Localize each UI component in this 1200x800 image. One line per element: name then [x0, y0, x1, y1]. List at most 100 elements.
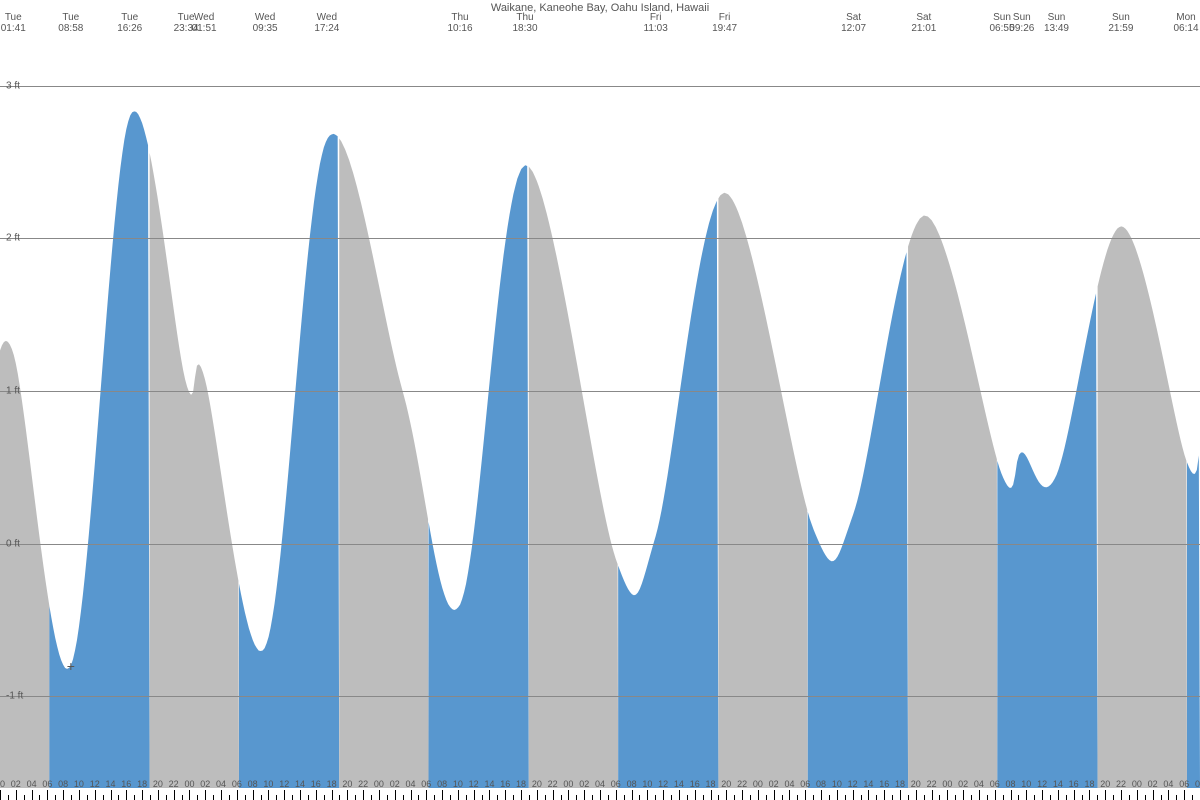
y-gridline: [0, 391, 1200, 392]
x-tick-minor: [876, 795, 877, 800]
x-tick-minor: [813, 795, 814, 800]
x-tick-minor: [182, 795, 183, 800]
x-axis-label: 08: [58, 779, 68, 789]
x-tick-major: [742, 790, 743, 800]
x-tick-minor: [213, 795, 214, 800]
tide-event-label: Wed09:35: [253, 12, 278, 34]
y-axis-label: -1 ft: [6, 691, 23, 702]
x-axis-label: 02: [11, 779, 21, 789]
x-axis-label: 18: [327, 779, 337, 789]
x-axis-label: 00: [1132, 779, 1142, 789]
x-axis-label: 10: [453, 779, 463, 789]
x-tick-major: [521, 790, 522, 800]
x-tick-major: [411, 790, 412, 800]
x-tick-major: [553, 790, 554, 800]
y-gridline: [0, 696, 1200, 697]
y-axis-label: 0 ft: [6, 538, 20, 549]
tide-event-label: Fri11:03: [644, 12, 668, 34]
x-tick-minor: [592, 795, 593, 800]
x-tick-minor: [166, 795, 167, 800]
x-tick-major: [995, 790, 996, 800]
x-axis-label: 02: [579, 779, 589, 789]
x-axis-label: 04: [974, 779, 984, 789]
y-gridline: [0, 238, 1200, 239]
x-tick-minor: [1018, 795, 1019, 800]
x-axis-label: 06: [1179, 779, 1189, 789]
x-axis-label: 18: [706, 779, 716, 789]
y-axis-label: 1 ft: [6, 386, 20, 397]
x-tick-minor: [1161, 795, 1162, 800]
x-axis-label: 04: [784, 779, 794, 789]
x-tick-minor: [103, 795, 104, 800]
x-tick-major: [726, 790, 727, 800]
x-tick-major: [95, 790, 96, 800]
x-axis-label: 02: [769, 779, 779, 789]
x-axis-label: 02: [958, 779, 968, 789]
x-tick-minor: [529, 795, 530, 800]
x-axis-label: 00: [374, 779, 384, 789]
x-tick-major: [1137, 790, 1138, 800]
x-axis-label: 18: [1084, 779, 1094, 789]
x-tick-major: [347, 790, 348, 800]
x-axis-label: 02: [1148, 779, 1158, 789]
x-axis-label: 02: [200, 779, 210, 789]
x-tick-major: [868, 790, 869, 800]
chart-title: Waikane, Kaneohe Bay, Oahu Island, Hawai…: [0, 2, 1200, 14]
x-axis-label: 20: [153, 779, 163, 789]
x-tick-minor: [734, 795, 735, 800]
x-tick-major: [568, 790, 569, 800]
x-tick-minor: [655, 795, 656, 800]
x-tick-minor: [55, 795, 56, 800]
x-axis-label: 20: [342, 779, 352, 789]
x-axis-label: 22: [358, 779, 368, 789]
x-axis-label: 08: [816, 779, 826, 789]
x-tick-minor: [71, 795, 72, 800]
x-tick-major: [916, 790, 917, 800]
x-tick-minor: [355, 795, 356, 800]
x-tick-minor: [971, 795, 972, 800]
x-tick-major: [932, 790, 933, 800]
y-gridline: [0, 86, 1200, 87]
x-tick-minor: [245, 795, 246, 800]
x-tick-minor: [1034, 795, 1035, 800]
x-tick-minor: [261, 795, 262, 800]
x-axis-label: 10: [832, 779, 842, 789]
x-axis-label: 00: [184, 779, 194, 789]
x-axis-label: 18: [137, 779, 147, 789]
x-axis-label: 14: [863, 779, 873, 789]
x-axis-label: 04: [1163, 779, 1173, 789]
x-tick-minor: [639, 795, 640, 800]
x-tick-minor: [797, 795, 798, 800]
x-axis-label: 14: [1053, 779, 1063, 789]
x-tick-major: [1121, 790, 1122, 800]
x-axis-label: 06: [232, 779, 242, 789]
x-axis-label: 22: [927, 779, 937, 789]
x-axis-label: 22: [548, 779, 558, 789]
x-tick-minor: [545, 795, 546, 800]
tide-event-label: Fri19:47: [712, 12, 737, 34]
x-axis-label: 10: [1021, 779, 1031, 789]
x-axis-label: 16: [311, 779, 321, 789]
x-axis-label: 16: [500, 779, 510, 789]
x-tick-major: [253, 790, 254, 800]
x-tick-minor: [766, 795, 767, 800]
x-tick-minor: [276, 795, 277, 800]
x-tick-major: [1074, 790, 1075, 800]
x-axis-label: 14: [106, 779, 116, 789]
x-tick-major: [805, 790, 806, 800]
x-tick-minor: [150, 795, 151, 800]
x-axis-label: 18: [895, 779, 905, 789]
x-tick-major: [63, 790, 64, 800]
x-axis-label: 22: [737, 779, 747, 789]
x-tick-minor: [1097, 795, 1098, 800]
x-tick-major: [758, 790, 759, 800]
x-axis-label: 18: [516, 779, 526, 789]
x-axis-label: 00: [0, 779, 5, 789]
x-tick-major: [537, 790, 538, 800]
x-tick-minor: [561, 795, 562, 800]
x-tick-major: [853, 790, 854, 800]
x-axis-label: 20: [532, 779, 542, 789]
tide-chart: -1 ft0 ft1 ft2 ft3 ft+Mon22:18Tue01:41Tu…: [0, 0, 1200, 800]
x-tick-major: [126, 790, 127, 800]
x-axis-label: 12: [1037, 779, 1047, 789]
